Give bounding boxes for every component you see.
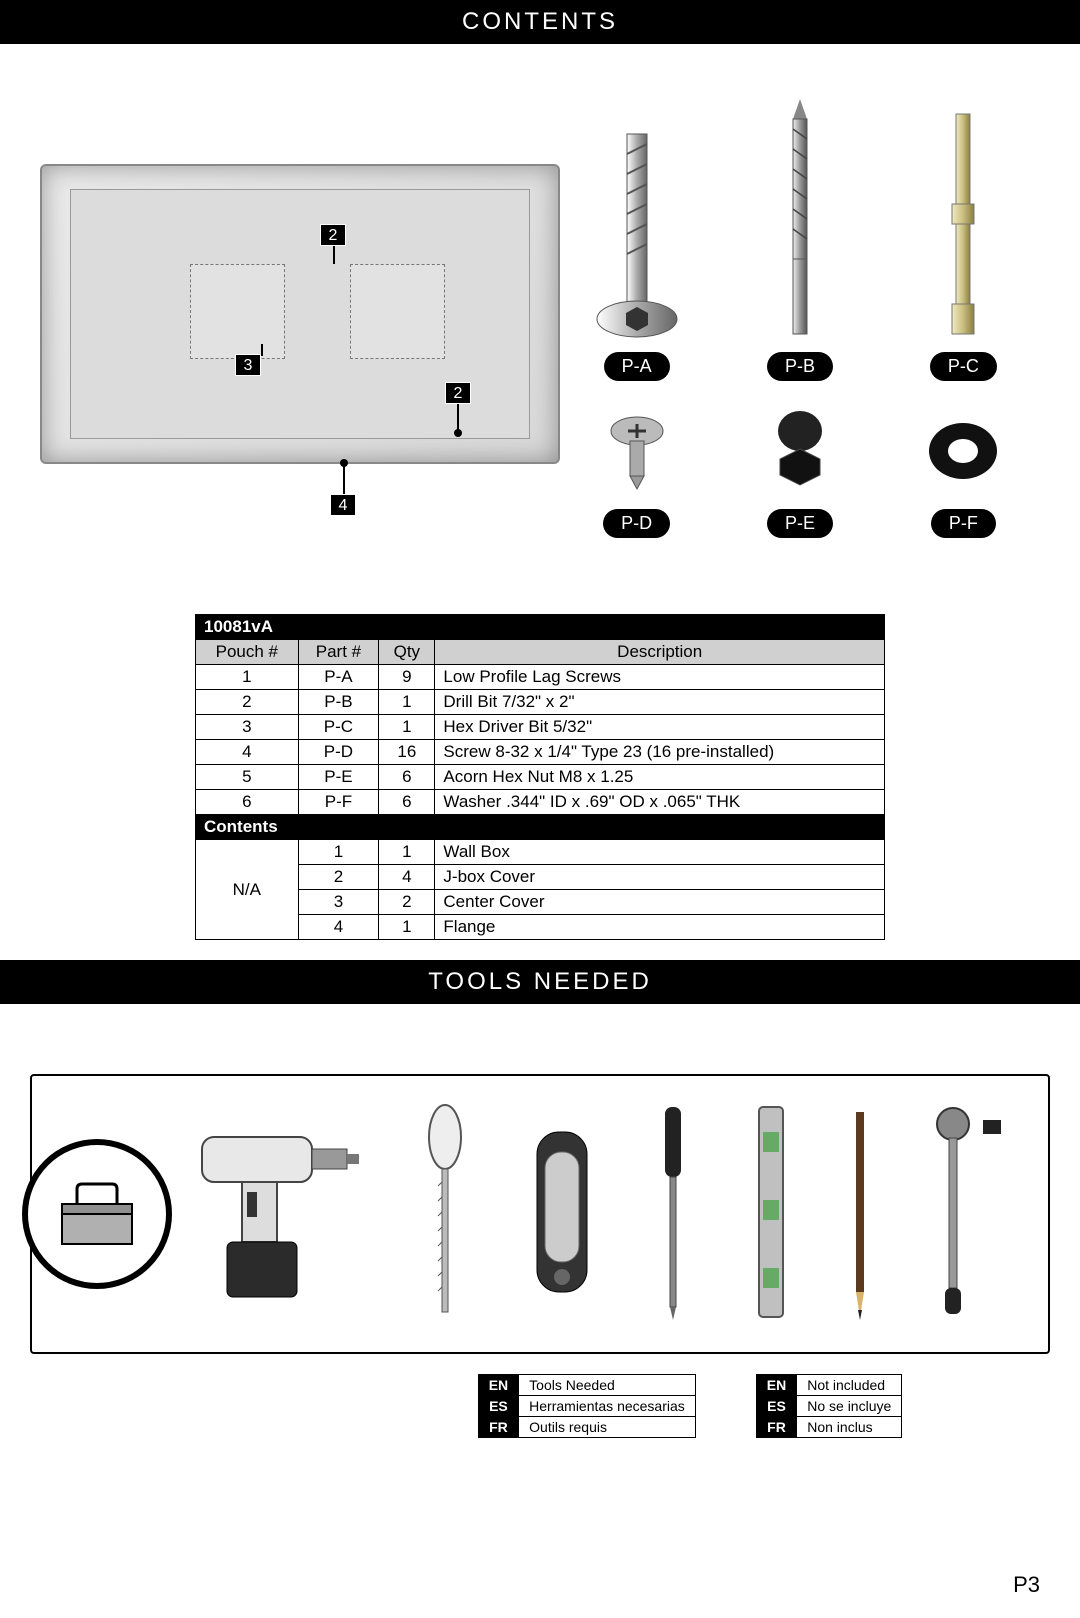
table-row: 6P-F6Washer .344" ID x .69" OD x .065" T…	[196, 790, 885, 815]
parts-grid: P-A P-B	[560, 94, 1040, 538]
part-label-pf: P-F	[931, 509, 996, 538]
page-number: P3	[1013, 1572, 1040, 1598]
col-part: Part #	[298, 640, 379, 665]
part-pa: P-A	[592, 94, 682, 381]
ratchet-icon	[928, 1102, 1008, 1322]
level-icon	[749, 1102, 793, 1322]
part-label-pa: P-A	[604, 352, 670, 381]
tool-level	[749, 1102, 793, 1327]
section-header-tools: TOOLS NEEDED	[0, 960, 1080, 1004]
part-label-pb: P-B	[767, 352, 833, 381]
table-row: 4P-D16Screw 8-32 x 1/4" Type 23 (16 pre-…	[196, 740, 885, 765]
screwdriver-icon	[655, 1102, 691, 1322]
col-qty: Qty	[379, 640, 435, 665]
table-row: 1P-A9Low Profile Lag Screws	[196, 665, 885, 690]
part-pc: P-C	[930, 94, 997, 381]
contents-illustration-region: 2 3 2 4 P-A	[0, 44, 1080, 604]
studfinder-icon	[527, 1122, 597, 1302]
drill-icon	[192, 1107, 362, 1317]
part-label-pd: P-D	[603, 509, 670, 538]
washer-icon	[918, 391, 1008, 501]
part-pe: P-E	[755, 391, 845, 538]
toolbox-badge	[22, 1139, 172, 1289]
tool-drill	[192, 1107, 362, 1322]
table-row: N/A11Wall Box	[196, 840, 885, 865]
part-label-pe: P-E	[767, 509, 833, 538]
parts-table: 10081vA Pouch # Part # Qty Description 1…	[195, 614, 885, 940]
table-row: 5P-E6Acorn Hex Nut M8 x 1.25	[196, 765, 885, 790]
legend-not-included: ENNot included ESNo se incluye FRNon inc…	[756, 1374, 903, 1438]
tools-region: ENTools Needed ESHerramientas necesarias…	[0, 1014, 1080, 1458]
tool-studfinder	[527, 1122, 597, 1307]
wallbox-diagram: 2 3 2 4	[40, 164, 560, 494]
col-pouch: Pouch #	[196, 640, 299, 665]
tool-jabsaw	[420, 1102, 470, 1327]
table-row: 24J-box Cover	[196, 865, 885, 890]
acorn-nut-icon	[755, 391, 845, 501]
table-row: 41Flange	[196, 915, 885, 940]
part-pb: P-B	[767, 94, 833, 381]
parts-table-wrap: 10081vA Pouch # Part # Qty Description 1…	[195, 614, 885, 940]
lag-screw-icon	[592, 94, 682, 344]
contents-subtitle: Contents	[196, 815, 885, 840]
col-desc: Description	[435, 640, 885, 665]
drill-bit-icon	[775, 94, 825, 344]
callout-3: 3	[235, 354, 261, 376]
callout-2-top: 2	[320, 224, 346, 246]
table-row: 32Center Cover	[196, 890, 885, 915]
hex-driver-bit-icon	[938, 94, 988, 344]
callout-2-bottom: 2	[445, 382, 471, 404]
jabsaw-icon	[420, 1102, 470, 1322]
callout-4: 4	[330, 494, 356, 516]
legend-tools-needed: ENTools Needed ESHerramientas necesarias…	[478, 1374, 696, 1438]
part-label-pc: P-C	[930, 352, 997, 381]
part-pf: P-F	[918, 391, 1008, 538]
pencil-icon	[850, 1102, 870, 1322]
section-header-contents: CONTENTS	[0, 0, 1080, 44]
parts-table-title: 10081vA	[196, 615, 885, 640]
table-row: 3P-C1Hex Driver Bit 5/32"	[196, 715, 885, 740]
tool-pencil	[850, 1102, 870, 1327]
small-screw-icon	[592, 391, 682, 501]
table-row: 2P-B1Drill Bit 7/32" x 2"	[196, 690, 885, 715]
tools-frame	[30, 1074, 1050, 1354]
legend-row: ENTools Needed ESHerramientas necesarias…	[330, 1374, 1050, 1438]
part-pd: P-D	[592, 391, 682, 538]
tool-ratchet	[928, 1102, 1008, 1327]
tool-screwdriver	[655, 1102, 691, 1327]
toolbox-icon	[47, 1174, 147, 1254]
